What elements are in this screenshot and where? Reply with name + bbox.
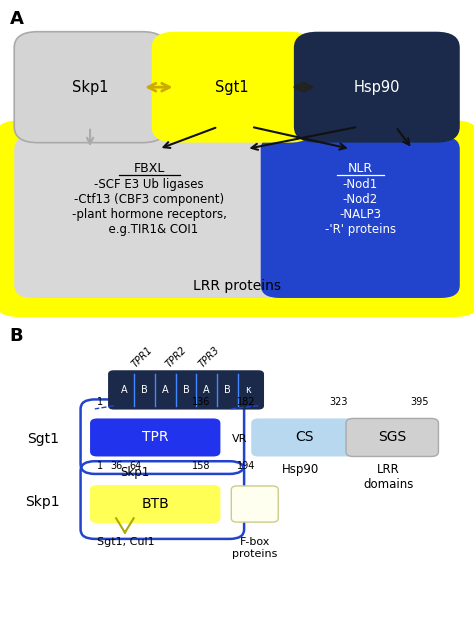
FancyBboxPatch shape	[0, 120, 474, 317]
FancyBboxPatch shape	[14, 136, 284, 298]
Text: 64: 64	[129, 461, 141, 470]
Text: LRR
domains: LRR domains	[364, 463, 414, 491]
Text: κ: κ	[245, 385, 251, 395]
Text: 1: 1	[97, 461, 103, 470]
Text: -Nod1
-Nod2
-NALP3
-'R' proteins: -Nod1 -Nod2 -NALP3 -'R' proteins	[325, 178, 396, 236]
FancyBboxPatch shape	[261, 136, 460, 298]
Text: A: A	[9, 10, 23, 27]
Text: Hsp90: Hsp90	[354, 80, 400, 94]
Text: Hsp90: Hsp90	[283, 463, 319, 476]
Text: F-box
proteins: F-box proteins	[232, 538, 278, 559]
FancyBboxPatch shape	[90, 418, 220, 456]
Text: A: A	[121, 385, 128, 395]
Text: B: B	[9, 327, 23, 344]
Text: B: B	[182, 385, 190, 395]
Text: 194: 194	[237, 461, 255, 470]
Text: Skp1: Skp1	[72, 80, 109, 94]
Text: NLR: NLR	[347, 162, 373, 175]
Text: Skp1: Skp1	[25, 495, 60, 510]
Text: B: B	[224, 385, 231, 395]
Text: LRR proteins: LRR proteins	[193, 279, 281, 293]
Text: TPR3: TPR3	[197, 345, 221, 369]
FancyBboxPatch shape	[90, 485, 220, 523]
Text: FBXL: FBXL	[134, 162, 165, 175]
FancyBboxPatch shape	[108, 370, 264, 410]
Text: TPR1: TPR1	[130, 345, 155, 369]
Text: 323: 323	[329, 398, 347, 408]
Text: Sgt1: Sgt1	[216, 80, 249, 94]
FancyBboxPatch shape	[152, 32, 313, 143]
Text: -SCF E3 Ub ligases
-Ctf13 (CBF3 component)
-plant hormone receptors,
  e.g.TIR1&: -SCF E3 Ub ligases -Ctf13 (CBF3 componen…	[72, 178, 227, 236]
Text: VR: VR	[232, 434, 247, 444]
Text: BTB: BTB	[141, 497, 169, 511]
Text: Sgt1, Cul1: Sgt1, Cul1	[97, 538, 155, 547]
FancyBboxPatch shape	[251, 418, 358, 456]
Text: 182: 182	[237, 398, 255, 408]
FancyBboxPatch shape	[346, 418, 438, 456]
Text: TPR2: TPR2	[164, 345, 188, 369]
FancyBboxPatch shape	[231, 486, 278, 522]
Text: A: A	[162, 385, 169, 395]
Text: SGS: SGS	[378, 430, 406, 444]
Text: 158: 158	[191, 461, 210, 470]
Text: Sgt1: Sgt1	[27, 432, 59, 446]
FancyBboxPatch shape	[294, 32, 460, 143]
Text: TPR: TPR	[142, 430, 168, 444]
Text: 36: 36	[110, 461, 122, 470]
Text: B: B	[141, 385, 148, 395]
Text: CS: CS	[295, 430, 314, 444]
Text: Skp1: Skp1	[120, 466, 150, 479]
Text: 1: 1	[97, 398, 103, 408]
Text: 395: 395	[410, 398, 429, 408]
Text: A: A	[203, 385, 210, 395]
FancyBboxPatch shape	[14, 32, 166, 143]
Text: 136: 136	[191, 398, 210, 408]
